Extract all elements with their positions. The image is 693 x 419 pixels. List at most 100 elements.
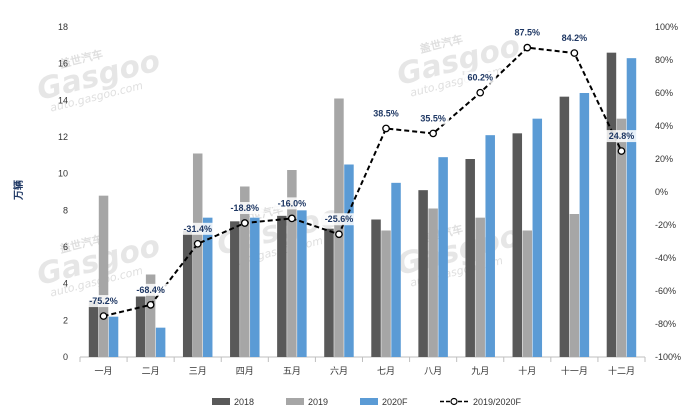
bar-2019: [428, 208, 438, 357]
legend-label-2019: 2019: [308, 397, 328, 407]
bar-2019: [569, 214, 580, 357]
data-label-bg: [84, 295, 123, 308]
y-tick-label: 16: [58, 59, 68, 69]
bar-2020f: [297, 210, 307, 357]
legend-swatch-2019: [286, 398, 304, 405]
bar-2018: [88, 300, 99, 357]
y-tick-label: 12: [58, 132, 68, 142]
bar-2020f: [391, 182, 401, 357]
bar-2019: [381, 230, 391, 357]
ratio-line-point: [240, 219, 249, 227]
bar-2020f: [532, 118, 543, 358]
legend-swatch-2018: [212, 398, 230, 405]
y2-tick-label: -60%: [655, 286, 676, 296]
y-tick-label: 10: [58, 169, 68, 179]
y2-tick-label: 0%: [655, 187, 668, 197]
legend-label-ratio: 2019/2020F: [473, 397, 522, 407]
legend-label-2020f: 2020F: [382, 397, 408, 407]
data-label: -18.8%: [231, 203, 260, 213]
x-tick-label: 二月: [142, 366, 160, 376]
x-tick-label: 五月: [283, 366, 301, 376]
data-label-bg: [131, 283, 170, 296]
data-label-bg: [273, 197, 311, 210]
ratio-line-point: [570, 49, 579, 57]
bar-2018: [512, 133, 523, 357]
bar-2020f: [344, 164, 354, 357]
bar-2020f: [438, 157, 448, 357]
data-label: 24.8%: [609, 131, 635, 141]
ratio-line-point: [429, 129, 437, 138]
bar-2019: [145, 274, 156, 357]
y-tick-label: 8: [63, 205, 68, 215]
data-label: -75.2%: [89, 296, 118, 306]
ratio-line-point: [382, 124, 390, 133]
bar-2019: [192, 153, 203, 357]
data-label-bg: [464, 71, 497, 84]
data-label-bg: [370, 107, 403, 120]
y-tick-label: 18: [58, 22, 68, 32]
data-label-bg: [511, 26, 544, 39]
y-tick-label: 4: [63, 279, 68, 289]
y-tick-label: 14: [58, 95, 68, 105]
legend-swatch-2020f: [360, 398, 378, 405]
data-label-bg: [178, 222, 217, 235]
data-label: 87.5%: [515, 28, 541, 38]
ratio-line-point: [617, 147, 626, 155]
x-tick-label: 一月: [95, 366, 113, 376]
bar-2019: [334, 98, 344, 357]
y-tick-label: 0: [63, 352, 68, 362]
y2-tick-label: 100%: [655, 22, 678, 32]
ratio-line-point: [476, 88, 485, 97]
data-label-bg: [225, 202, 264, 215]
x-tick-label: 六月: [330, 365, 348, 376]
data-label: -31.4%: [183, 224, 212, 234]
legend-marker-sample: [450, 397, 458, 406]
bar-2018: [418, 190, 428, 357]
bar-2020f: [626, 58, 637, 358]
y2-tick-label: 20%: [655, 154, 673, 164]
y-tick-label: 6: [63, 242, 68, 252]
ratio-line-point: [99, 312, 108, 320]
data-label-bg: [558, 32, 591, 45]
x-tick-label: 八月: [424, 366, 442, 376]
ratio-line-point: [288, 214, 296, 223]
y2-tick-label: -20%: [655, 220, 676, 230]
bar-2019: [475, 217, 485, 357]
bar-2020f: [108, 316, 119, 357]
ratio-line-point: [523, 43, 532, 52]
x-tick-label: 七月: [377, 366, 395, 376]
x-tick-label: 十一月: [561, 365, 588, 376]
y2-tick-label: 60%: [655, 88, 673, 98]
data-label: 38.5%: [373, 108, 399, 118]
axes: 万辆 0 2 4 6 8 10 12 14 16 18 -100% -80% -60% -40% -20% 0…: [12, 22, 681, 376]
data-label: 35.5%: [420, 113, 446, 123]
bar-2020f: [155, 327, 166, 357]
y-tick-label: 2: [63, 315, 68, 325]
x-tick-label: 四月: [236, 366, 254, 376]
bar-2018: [182, 230, 193, 357]
ratio-line-point: [146, 301, 155, 309]
data-label: -68.4%: [136, 285, 165, 295]
bar-2019: [287, 170, 297, 357]
y2-tick-label: -40%: [655, 253, 676, 263]
y2-tick-label: 40%: [655, 121, 673, 131]
data-label-bg: [320, 213, 358, 226]
y-axis-label: 万辆: [12, 180, 25, 201]
bars: [88, 52, 637, 358]
legend: 2018 2019 2020F 2019/2020F: [212, 397, 522, 407]
bar-2019: [616, 118, 627, 358]
x-tick-label: 十月: [518, 365, 536, 376]
bar-2020f: [250, 217, 260, 357]
ratio-line: [99, 43, 626, 320]
data-label: 60.2%: [467, 73, 493, 83]
ratio-line-point: [193, 239, 202, 248]
data-label-bg: [605, 130, 638, 143]
bar-2020f: [485, 135, 495, 357]
y2-tick-label: -100%: [655, 352, 681, 362]
y2-tick-label: -80%: [655, 319, 676, 329]
bar-2018: [465, 159, 475, 357]
